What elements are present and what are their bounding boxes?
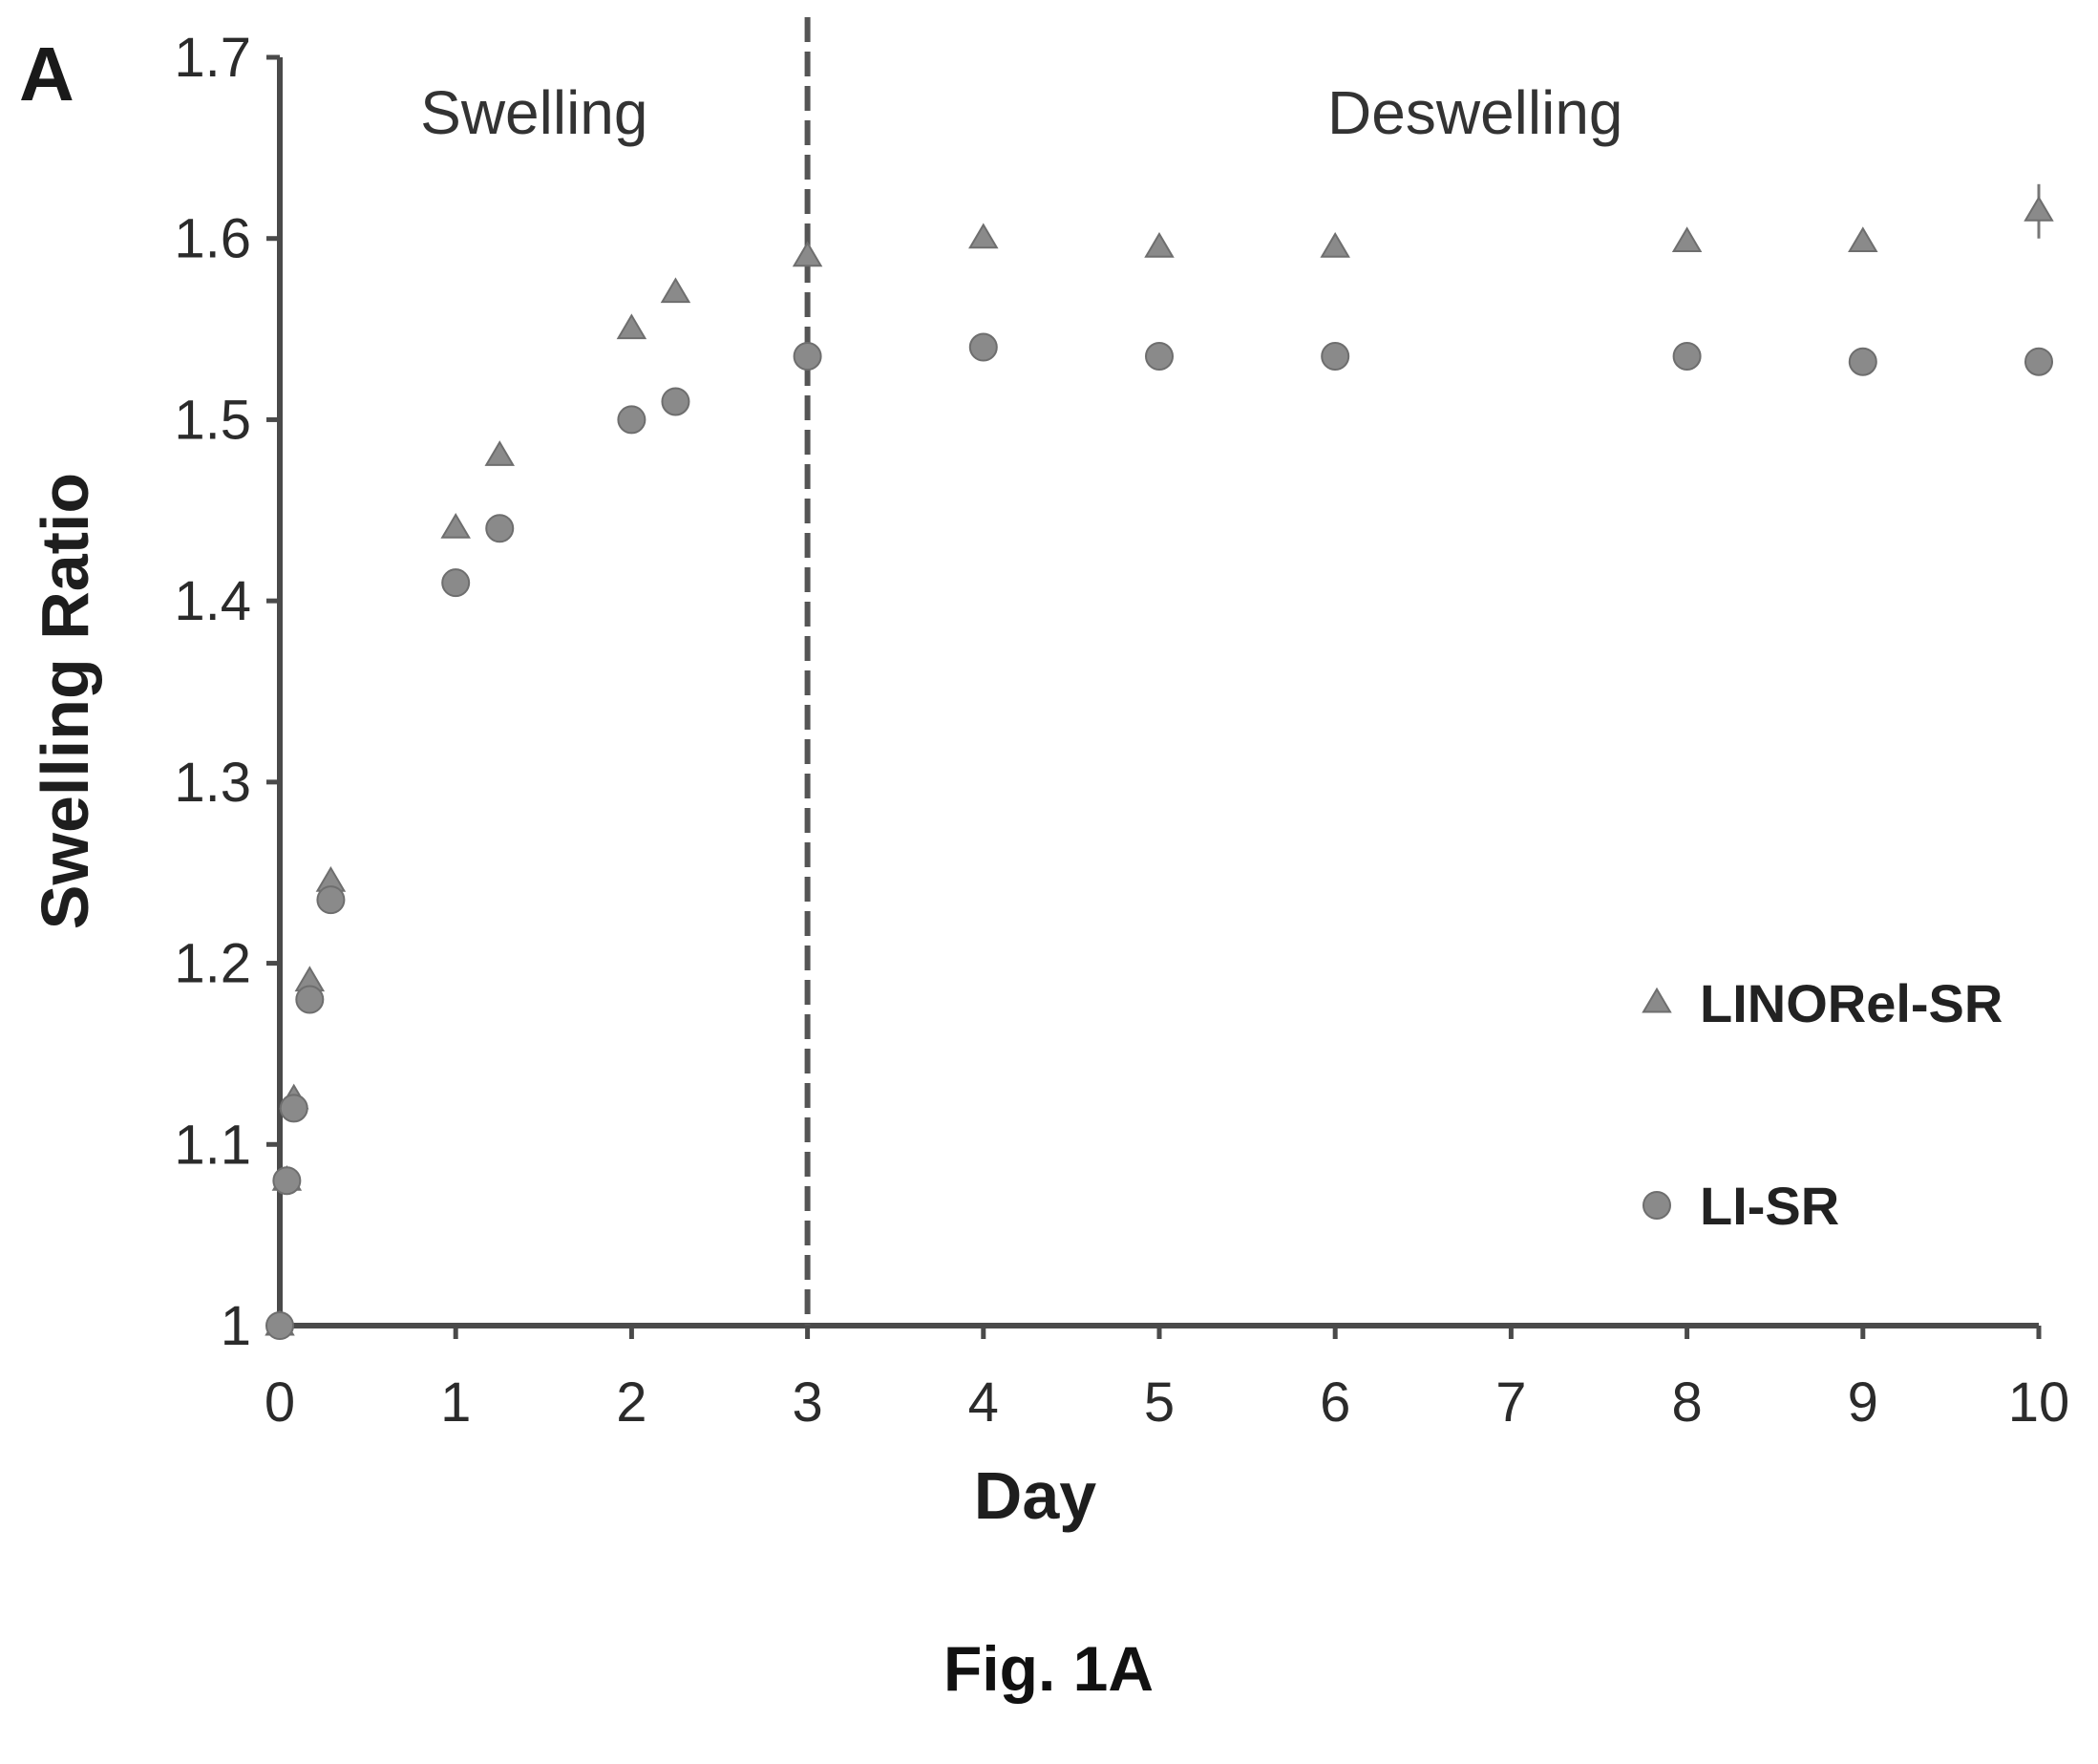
triangle-point <box>440 513 471 539</box>
legend-marker <box>1642 1191 1671 1220</box>
circle-point <box>617 405 646 435</box>
legend-label: LI-SR <box>1700 1176 1839 1236</box>
x-tick-label: 4 <box>968 1371 999 1434</box>
legend-label: LINORel-SR <box>1700 973 2003 1033</box>
region-label: Swelling <box>420 78 647 147</box>
circle-point <box>485 514 515 543</box>
y-tick-label: 1.5 <box>174 389 251 451</box>
circle-point <box>1672 342 1702 372</box>
x-tick-label: 8 <box>1671 1371 1702 1434</box>
x-tick-label: 3 <box>792 1371 822 1434</box>
circle-point <box>2024 347 2053 376</box>
plot-area: 11.11.21.31.41.51.61.70 1 2 3 4 5 6 7 8 9 10DaySwe… <box>28 17 2069 1533</box>
y-tick-label: 1.6 <box>174 208 251 270</box>
x-tick-label: 2 <box>616 1371 646 1434</box>
x-tick-label: 7 <box>1495 1371 1526 1434</box>
y-tick-label: 1.1 <box>174 1114 251 1176</box>
circle-point <box>793 342 822 372</box>
circle-point <box>1848 347 1877 376</box>
circle-point <box>441 568 471 598</box>
circle-point <box>272 1166 302 1196</box>
triangle-point <box>968 223 999 249</box>
circle-point <box>295 985 325 1014</box>
x-tick-label: 9 <box>1848 1371 1878 1434</box>
figure-caption: Fig. 1A <box>943 1633 1154 1704</box>
x-tick-label: 1 <box>440 1371 471 1434</box>
triangle-point <box>1671 226 1703 253</box>
y-tick-label: 1 <box>221 1295 251 1357</box>
circle-point <box>316 885 346 915</box>
triangle-point <box>1848 226 1878 253</box>
x-tick-label: 0 <box>265 1371 295 1434</box>
x-tick-label: 5 <box>1144 1371 1175 1434</box>
y-tick-label: 1.7 <box>174 27 251 89</box>
legend-marker <box>1642 987 1672 1013</box>
triangle-point <box>792 241 823 267</box>
panel-label: A <box>19 32 74 117</box>
x-tick-label: 6 <box>1320 1371 1350 1434</box>
y-axis-title: Swelling Ratio <box>28 473 102 929</box>
x-tick-label: 10 <box>2008 1371 2070 1434</box>
circle-point <box>279 1094 308 1123</box>
triangle-point <box>484 440 515 466</box>
triangle-point <box>660 277 691 304</box>
circle-point <box>265 1311 294 1340</box>
triangle-point <box>1320 231 1350 258</box>
region-label: Deswelling <box>1327 78 1622 147</box>
circle-point <box>968 332 998 362</box>
x-axis-title: Day <box>974 1458 1096 1533</box>
circle-point <box>1321 342 1350 372</box>
circle-point <box>1145 342 1174 372</box>
y-tick-label: 1.4 <box>174 570 251 632</box>
y-tick-label: 1.3 <box>174 752 251 814</box>
triangle-point <box>1144 231 1175 258</box>
y-tick-label: 1.2 <box>174 933 251 995</box>
circle-point <box>661 387 690 416</box>
triangle-point <box>2024 196 2054 222</box>
triangle-point <box>616 313 647 340</box>
